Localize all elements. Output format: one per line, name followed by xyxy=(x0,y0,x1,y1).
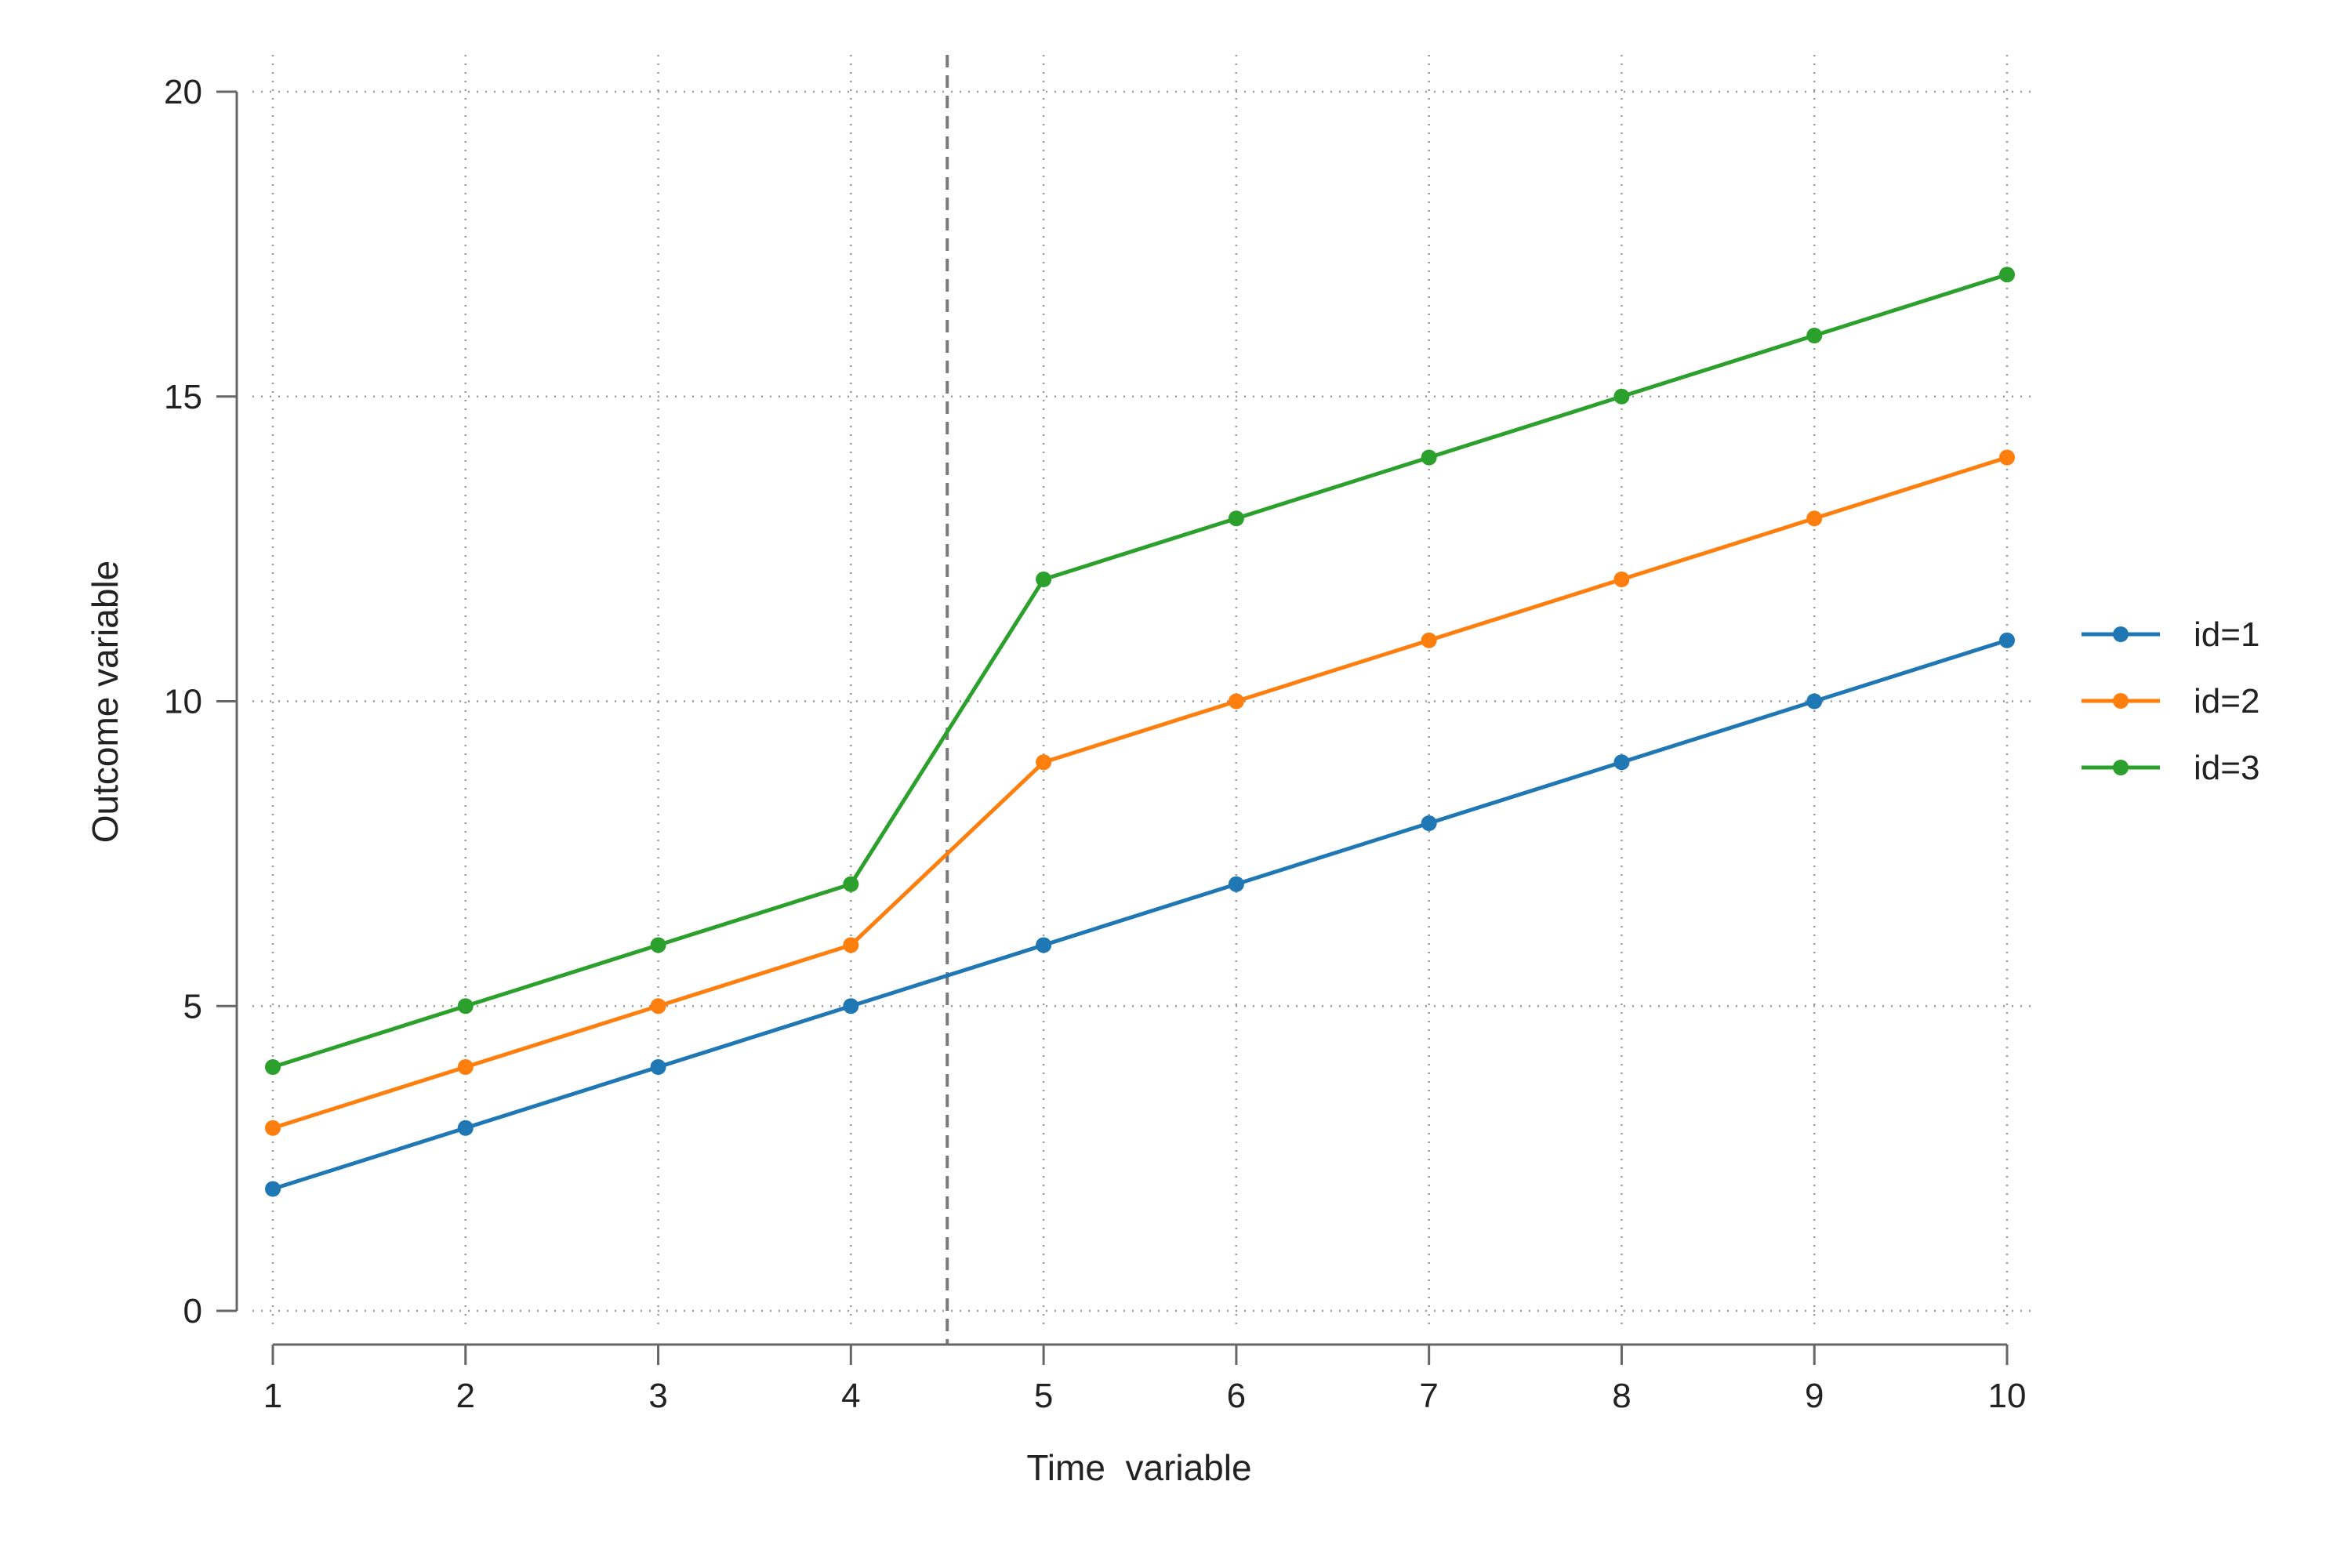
x-tick-label: 9 xyxy=(1805,1377,1824,1415)
legend-swatch-marker xyxy=(2113,626,2129,642)
series-2 xyxy=(265,449,2015,1136)
data-point xyxy=(1036,754,1052,771)
data-point xyxy=(843,937,859,953)
data-point xyxy=(265,1059,281,1075)
series-3 xyxy=(265,267,2015,1075)
data-point xyxy=(1228,510,1244,527)
x-tick-label: 4 xyxy=(841,1377,860,1415)
x-tick-label: 10 xyxy=(1988,1377,2027,1415)
data-point xyxy=(457,998,474,1014)
legend-swatch-marker xyxy=(2113,693,2129,709)
x-tick-label: 3 xyxy=(648,1377,667,1415)
y-tick-label: 0 xyxy=(183,1292,202,1330)
data-point xyxy=(265,1120,281,1136)
data-point xyxy=(650,1059,666,1075)
legend-item: id=3 xyxy=(2082,749,2259,787)
data-point xyxy=(1806,510,1823,527)
data-point xyxy=(1806,328,1823,343)
legend-label: id=2 xyxy=(2194,682,2259,720)
x-tick-label: 6 xyxy=(1227,1377,1246,1415)
legend-swatch-marker xyxy=(2113,760,2129,775)
axes xyxy=(235,92,2007,1346)
data-point xyxy=(1806,693,1823,710)
x-tick-label: 5 xyxy=(1034,1377,1053,1415)
data-point xyxy=(1421,815,1437,831)
data-point xyxy=(1613,572,1630,587)
data-point xyxy=(1613,754,1630,771)
series-line xyxy=(272,272,2008,1069)
data-point xyxy=(1228,693,1244,710)
data-point xyxy=(1036,937,1052,953)
legend: id=1 id=2 id=3 xyxy=(2082,615,2259,787)
x-tick-label: 7 xyxy=(1419,1377,1438,1415)
x-tick-label: 1 xyxy=(263,1377,282,1415)
y-tick-label: 10 xyxy=(164,683,202,721)
data-point xyxy=(457,1059,474,1075)
legend-item: id=2 xyxy=(2082,682,2259,720)
series-group xyxy=(265,267,2015,1197)
series-1 xyxy=(265,632,2015,1197)
data-point xyxy=(1999,632,2015,648)
y-tick-label: 15 xyxy=(164,378,202,416)
legend-label: id=3 xyxy=(2194,749,2259,787)
x-tick-label: 8 xyxy=(1612,1377,1631,1415)
data-point xyxy=(1421,449,1437,466)
data-point xyxy=(843,876,859,892)
data-point xyxy=(1999,267,2015,283)
data-point xyxy=(457,1120,474,1136)
data-point xyxy=(650,937,666,953)
y-tick-label: 5 xyxy=(183,987,202,1025)
tick-group: 0 5 10 15 20 1 2 3 4 5 6 7 8 9 10 xyxy=(164,73,2026,1415)
y-tick-label: 20 xyxy=(164,73,202,111)
x-tick-label: 2 xyxy=(456,1377,475,1415)
legend-label: id=1 xyxy=(2194,615,2259,654)
y-axis-title: Outcome variable xyxy=(85,561,125,844)
legend-item: id=1 xyxy=(2082,615,2259,654)
data-point xyxy=(265,1181,281,1197)
data-point xyxy=(843,998,859,1014)
data-point xyxy=(1613,388,1630,405)
series-line xyxy=(272,456,2008,1131)
data-point xyxy=(1999,449,2015,466)
data-point xyxy=(1421,632,1437,648)
grid xyxy=(252,55,2032,1327)
data-point xyxy=(650,998,666,1014)
data-point xyxy=(1036,572,1052,587)
x-axis-title: Time variable xyxy=(1026,1447,1251,1488)
series-line xyxy=(272,638,2008,1191)
data-point xyxy=(1228,876,1244,892)
